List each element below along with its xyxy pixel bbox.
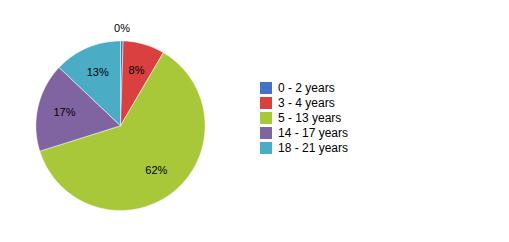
html-text:5 - 13 years: 5 - 13 years — [278, 110, 342, 125]
svg-text:0%: 0% — [114, 22, 130, 34]
svg-text:13%: 13% — [87, 66, 109, 78]
svg-text:62%: 62% — [145, 164, 167, 176]
svg-text:8%: 8% — [129, 64, 145, 76]
html-text:14 - 17 years: 14 - 17 years — [278, 125, 348, 140]
html-text:3 - 4 years: 3 - 4 years — [278, 95, 335, 110]
svg-text:17%: 17% — [53, 106, 75, 118]
html-text:18 - 21 years: 18 - 21 years — [278, 140, 348, 155]
html-text:0 - 2 years: 0 - 2 years — [278, 80, 335, 95]
